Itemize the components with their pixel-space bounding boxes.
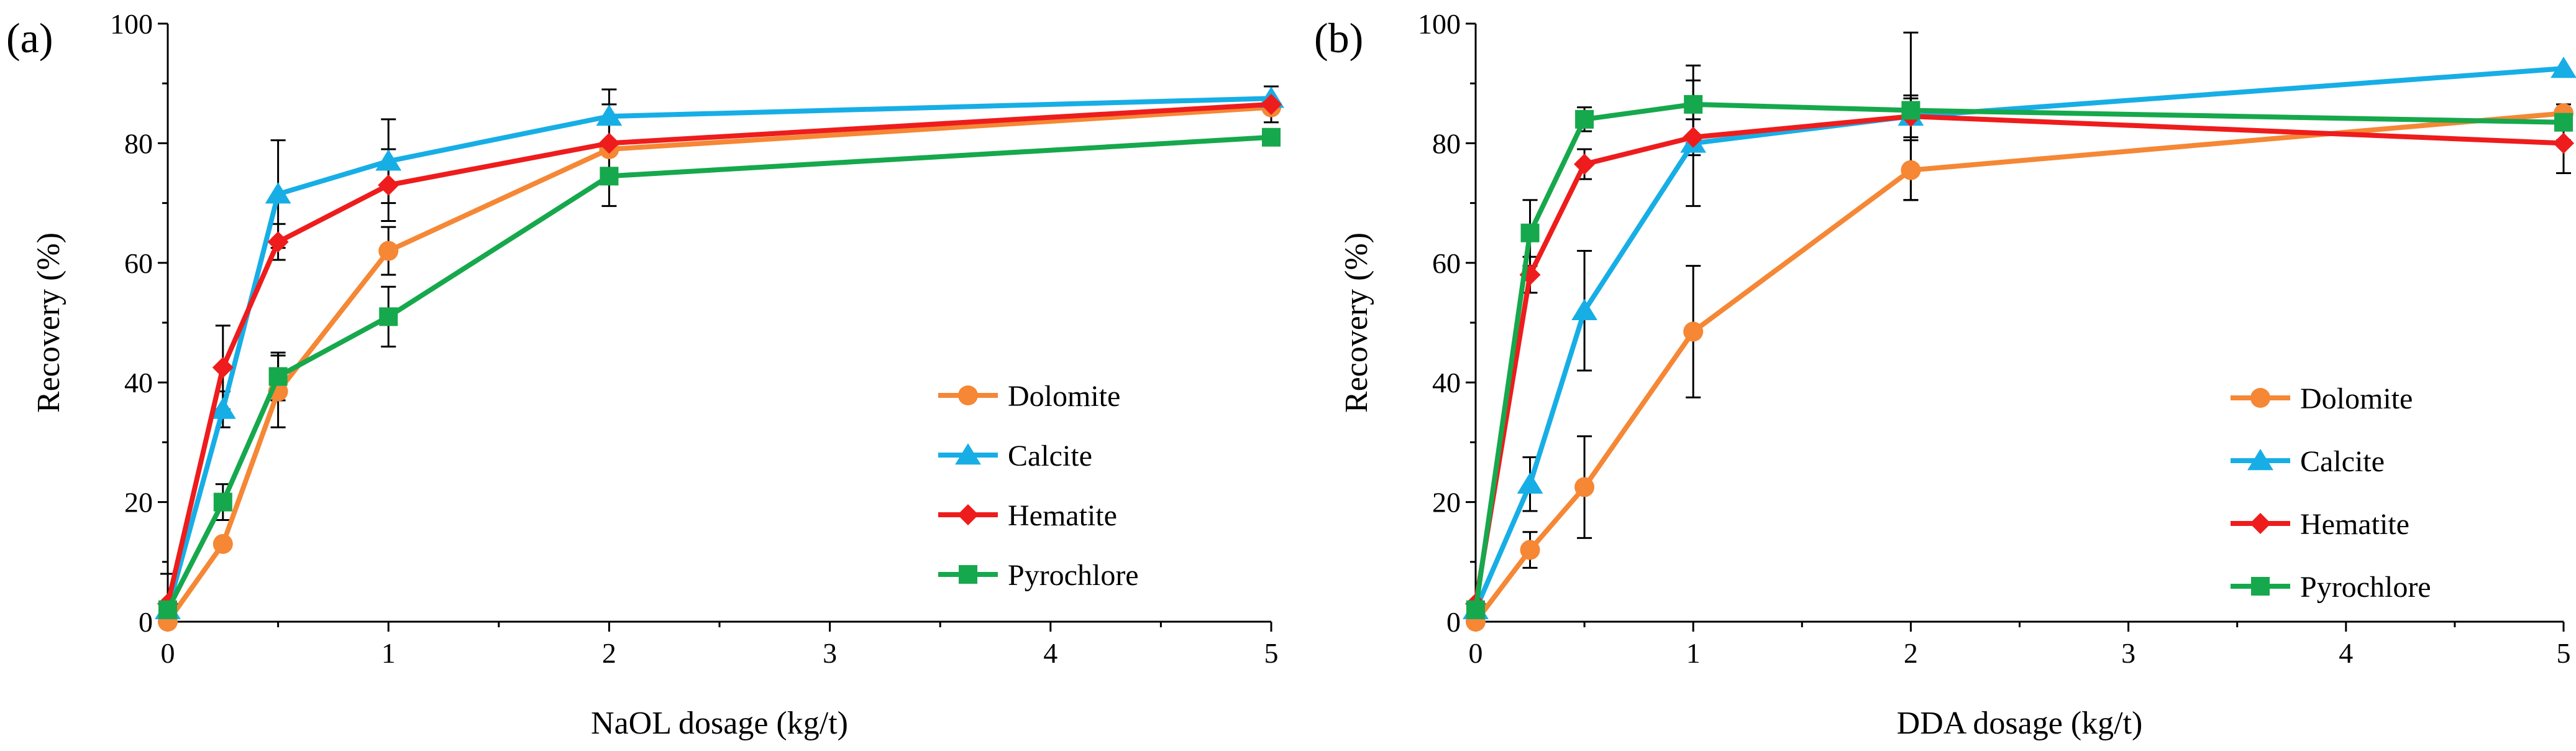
x-tick-label: 1 xyxy=(1686,637,1701,669)
data-point-pyrochlore xyxy=(1575,109,1594,129)
data-point-pyrochlore xyxy=(1262,127,1281,147)
y-tick-label: 80 xyxy=(124,127,153,159)
data-point-pyrochlore xyxy=(158,600,177,619)
series-line-calcite xyxy=(1473,66,2566,612)
legend-marker-dolomite xyxy=(958,385,978,405)
legend-marker-hematite xyxy=(957,504,979,525)
y-tick-label: 80 xyxy=(1432,127,1461,159)
y-tick-label: 60 xyxy=(1432,247,1461,279)
y-tick-label: 40 xyxy=(1432,367,1461,399)
x-tick-label: 2 xyxy=(1904,637,1918,669)
legend-label-calcite: Calcite xyxy=(1008,440,1092,472)
y-tick-label: 0 xyxy=(139,606,153,638)
x-tick-label: 2 xyxy=(602,637,616,669)
chart-panel-a: 0 20 40 60 80 100 0 1 2 3 4 5 NaOL dosage (kg/t) Reco… xyxy=(6,8,1284,741)
legend-label-pyrochlore: Pyrochlore xyxy=(2300,571,2431,604)
series-line-pyrochlore xyxy=(165,134,1274,612)
data-point-dolomite xyxy=(1683,321,1704,342)
x-tick-label: 0 xyxy=(1469,637,1483,669)
data-point-calcite xyxy=(209,397,236,419)
data-point-pyrochlore xyxy=(1466,600,1485,619)
y-tick-label: 100 xyxy=(1418,8,1461,40)
legend-label-calcite: Calcite xyxy=(2300,445,2385,478)
x-tick-label: 0 xyxy=(161,637,175,669)
legend-label-dolomite: Dolomite xyxy=(2300,382,2413,415)
data-point-hematite xyxy=(1574,154,1596,175)
legend-marker-calcite xyxy=(955,443,981,465)
data-point-calcite xyxy=(1571,298,1597,320)
data-point-hematite xyxy=(2553,132,2574,154)
x-tick-label: 5 xyxy=(2557,637,2571,669)
data-point-calcite xyxy=(265,182,291,204)
data-point-pyrochlore xyxy=(2554,113,2573,132)
y-tick-label: 40 xyxy=(124,367,153,399)
series-line-pyrochlore xyxy=(1473,101,2566,612)
series-line-calcite xyxy=(165,96,1274,612)
data-point-dolomite xyxy=(1574,477,1595,497)
data-point-pyrochlore xyxy=(268,367,288,386)
data-point-hematite xyxy=(267,231,289,253)
y-tick-label: 0 xyxy=(1446,606,1461,638)
y-tick-label: 20 xyxy=(124,487,153,518)
data-point-calcite xyxy=(596,104,623,126)
y-tick-label: 100 xyxy=(110,8,153,40)
legend-label-hematite: Hematite xyxy=(2300,508,2409,541)
data-point-hematite xyxy=(598,132,620,154)
data-point-calcite xyxy=(375,149,402,171)
series-line-dolomite xyxy=(1473,111,2566,624)
x-tick-label: 1 xyxy=(381,637,396,669)
x-tick-label: 4 xyxy=(1043,637,1057,669)
y-axis-title: Recovery (%) xyxy=(31,233,66,413)
x-tick-label: 4 xyxy=(2339,637,2353,669)
legend-label-hematite: Hematite xyxy=(1008,499,1117,532)
series-line-hematite xyxy=(1473,114,2566,607)
legend-label-pyrochlore: Pyrochlore xyxy=(1008,559,1139,592)
y-tick-label: 20 xyxy=(1432,487,1461,518)
series-line-dolomite xyxy=(165,104,1274,624)
legend-marker-dolomite xyxy=(2250,388,2270,408)
legend-marker-hematite xyxy=(2250,513,2271,534)
legend-marker-pyrochlore xyxy=(2251,577,2270,596)
data-point-pyrochlore xyxy=(1684,94,1703,114)
data-point-hematite xyxy=(212,357,234,379)
y-axis-title: Recovery (%) xyxy=(1339,233,1374,413)
data-point-dolomite xyxy=(1901,160,1921,180)
data-point-pyrochlore xyxy=(1901,101,1921,120)
x-tick-label: 5 xyxy=(1264,637,1279,669)
data-point-pyrochlore xyxy=(213,492,232,512)
data-point-hematite xyxy=(1683,126,1704,148)
data-point-pyrochlore xyxy=(379,307,398,326)
panel-label: (a) xyxy=(6,14,53,62)
data-point-calcite xyxy=(1517,472,1543,494)
data-point-dolomite xyxy=(1520,540,1540,560)
legend-marker-pyrochlore xyxy=(959,565,977,584)
data-point-pyrochlore xyxy=(600,167,619,186)
data-point-dolomite xyxy=(212,533,233,554)
series-line-hematite xyxy=(165,101,1274,607)
y-tick-label: 60 xyxy=(124,247,153,279)
legend-label-dolomite: Dolomite xyxy=(1008,380,1120,413)
x-axis-title: NaOL dosage (kg/t) xyxy=(591,706,848,741)
x-tick-label: 3 xyxy=(823,637,837,669)
data-point-pyrochlore xyxy=(1520,223,1540,242)
data-point-hematite xyxy=(1261,93,1282,115)
legend-marker-calcite xyxy=(2247,449,2273,471)
chart-panel-b: 0 20 40 60 80 100 0 1 2 3 4 5 DDA dosage (kg/t) Recov… xyxy=(1314,8,2576,741)
x-axis-title: DDA dosage (kg/t) xyxy=(1897,706,2143,741)
data-point-dolomite xyxy=(378,241,399,261)
data-point-calcite xyxy=(2551,57,2576,78)
data-point-hematite xyxy=(378,174,400,196)
panel-label: (b) xyxy=(1314,14,1363,62)
x-tick-label: 3 xyxy=(2121,637,2135,669)
